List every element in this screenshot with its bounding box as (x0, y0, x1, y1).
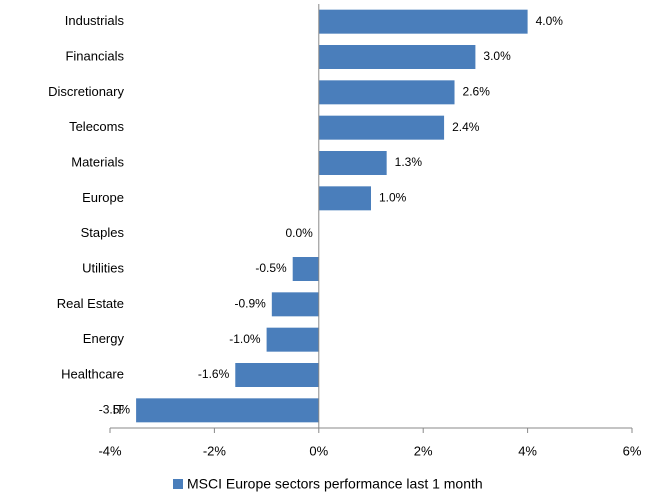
bar (318, 186, 371, 211)
value-label: -1.6% (198, 367, 230, 381)
value-label: 3.0% (483, 49, 511, 63)
value-label: 2.6% (463, 85, 491, 99)
bar (235, 363, 319, 387)
y-tick-label: Utilities (82, 260, 124, 275)
x-tick-label: 4% (518, 443, 537, 458)
value-label: -3.5% (99, 403, 131, 417)
value-label: -1.0% (229, 332, 261, 346)
y-tick-label: Industrials (65, 13, 125, 28)
value-label: -0.9% (234, 297, 266, 311)
y-tick-label: Telecoms (69, 119, 124, 134)
y-tick-label: Healthcare (61, 366, 124, 381)
bar (271, 292, 319, 317)
bar (318, 80, 455, 105)
x-tick-label: 6% (623, 443, 642, 458)
y-tick-label: Staples (81, 225, 125, 240)
value-label: 2.4% (452, 120, 480, 134)
y-tick-label: Europe (82, 190, 124, 205)
y-tick-label: Energy (83, 331, 125, 346)
x-tick-label: 2% (414, 443, 433, 458)
bar (318, 115, 445, 140)
y-tick-label: Materials (71, 154, 124, 169)
bar (318, 9, 528, 34)
y-tick-label: IT (112, 402, 124, 417)
bar (136, 398, 319, 423)
y-tick-label: Financials (65, 48, 124, 63)
value-label: 1.3% (395, 155, 423, 169)
legend-label: MSCI Europe sectors performance last 1 m… (187, 476, 483, 492)
legend-swatch (173, 479, 183, 489)
value-label: 1.0% (379, 191, 407, 205)
x-tick-label: -4% (98, 443, 122, 458)
bar (292, 257, 319, 281)
x-tick-label: -2% (203, 443, 227, 458)
value-label: -0.5% (255, 261, 287, 275)
y-tick-label: Real Estate (57, 296, 124, 311)
bar (318, 151, 387, 175)
y-tick-label: Discretionary (48, 84, 124, 99)
value-label: 0.0% (285, 226, 313, 240)
bar (266, 327, 319, 352)
value-label: 4.0% (536, 14, 564, 28)
x-tick-label: 0% (309, 443, 328, 458)
bar (318, 45, 476, 69)
